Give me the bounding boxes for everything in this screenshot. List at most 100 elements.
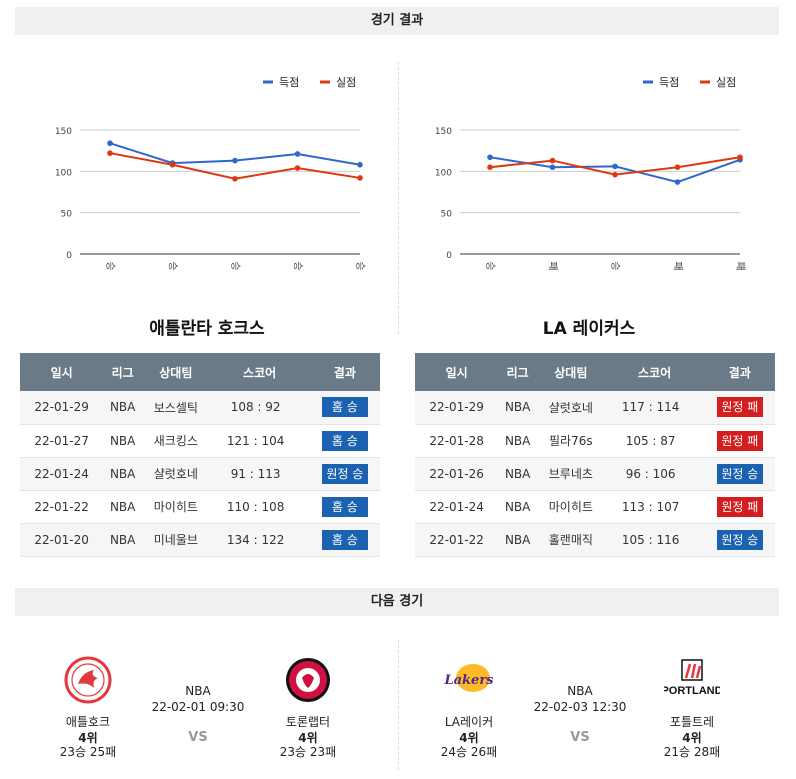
data-point (357, 161, 363, 168)
column-header: 결과 (309, 353, 380, 391)
hawks-logo-icon (64, 656, 112, 704)
next1-away-record: 23승 23패 (279, 745, 337, 759)
results-section-header: 경기 결과 (15, 7, 779, 35)
x-tick-label: 패 (672, 261, 684, 270)
data-point (487, 154, 493, 161)
next1-home-rank: 4위 (78, 731, 98, 745)
next2-league: NBA (567, 684, 593, 698)
column-header: 상대팀 (142, 353, 210, 391)
data-point (107, 140, 113, 147)
opponent-cell: 홀랜매직 (537, 523, 605, 557)
opponent-cell: 샬럿호네 (142, 457, 210, 491)
table-header-row: 일시 리그 상대팀 스코어 결과 (415, 353, 775, 391)
table-row: 22-01-22 NBA 마이히트 110 : 108 홈 승 (20, 490, 380, 524)
hawks-team-title: 애틀란타 호크스 (149, 319, 265, 339)
column-header: 결과 (704, 353, 775, 391)
date-cell: 22-01-29 (20, 391, 104, 425)
next2-home-name: LA레이커 (444, 715, 494, 729)
result-badge: 원정 패 (716, 397, 763, 418)
data-point (674, 179, 681, 185)
x-tick-label: 승 (292, 261, 304, 270)
data-point (232, 175, 238, 182)
x-tick-label: 승 (229, 261, 241, 270)
next1-vs: VS (188, 730, 208, 745)
table-row: 22-01-26 NBA 브루네츠 96 : 106 원정 승 (415, 457, 775, 491)
legend-label: 득점 (659, 76, 679, 89)
result-badge: 원정 승 (716, 529, 763, 550)
next1-home-record: 23승 25패 (59, 745, 117, 759)
league-cell: NBA (498, 391, 538, 425)
hawks-score-chart: 득점 실점 0 50 100 150 승 승 승 승 승 (55, 76, 366, 271)
data-point (549, 164, 556, 170)
y-tick-label: 100 (435, 168, 452, 178)
table-row: 22-01-28 NBA 필라76s 105 : 87 원정 패 (415, 424, 775, 458)
y-tick-label: 0 (446, 251, 452, 261)
column-header: 리그 (103, 353, 143, 391)
x-tick-label: 패 (547, 261, 559, 270)
table-row: 22-01-24 NBA 마이히트 113 : 107 원정 패 (415, 490, 775, 524)
lakers-logo-icon: Lakers (443, 664, 494, 692)
result-cell: 원정 패 (704, 424, 775, 458)
opponent-cell: 새크킹스 (142, 424, 210, 458)
result-cell: 홈 승 (309, 424, 380, 458)
series-line (109, 152, 361, 180)
result-badge: 홈 승 (321, 430, 368, 451)
date-cell: 22-01-22 (20, 490, 104, 524)
league-cell: NBA (498, 490, 538, 524)
lakers-logo-text: Lakers (443, 673, 494, 688)
next2-away-rank: 4위 (682, 731, 702, 745)
y-tick-label: 50 (61, 210, 73, 220)
data-point (107, 150, 113, 156)
table-row: 22-01-29 NBA 샬럿호네 117 : 114 원정 패 (415, 391, 775, 425)
result-cell: 원정 패 (704, 391, 775, 425)
result-cell: 원정 승 (704, 457, 775, 491)
league-cell: NBA (498, 457, 538, 491)
column-header: 일시 (415, 353, 499, 391)
score-cell: 96 : 106 (604, 457, 705, 491)
score-cell: 108 : 92 (209, 391, 310, 425)
x-tick-label: 패 (734, 261, 746, 270)
date-cell: 22-01-26 (415, 457, 499, 491)
result-badge: 홈 승 (321, 496, 368, 517)
next1-home-name: 애틀호크 (65, 715, 111, 729)
blazers-logo-text: PORTLAND (664, 685, 720, 697)
result-badge: 원정 패 (716, 430, 763, 451)
next2-away-name: 포틀트레 (669, 715, 715, 729)
x-tick-label: 승 (484, 261, 496, 270)
x-tick-label: 승 (609, 261, 621, 270)
date-cell: 22-01-27 (20, 424, 104, 458)
opponent-cell: 필라76s (537, 424, 605, 458)
y-tick-label: 150 (435, 127, 452, 137)
data-point (487, 164, 493, 170)
result-badge: 원정 승 (321, 463, 368, 484)
data-point (294, 165, 301, 171)
date-cell: 22-01-29 (415, 391, 499, 425)
next1-league: NBA (185, 684, 211, 698)
score-cell: 110 : 108 (209, 490, 310, 524)
chart-legend: 득점 실점 (643, 76, 736, 89)
score-cell: 113 : 107 (604, 490, 705, 524)
data-point (232, 157, 238, 164)
data-point (294, 151, 301, 157)
hawks-results-table: 일시 리그 상대팀 스코어 결과 22-01-29 NBA 보스셀틱 108 : 92 홈 승 22… (20, 353, 380, 557)
next1-away-rank: 4위 (298, 731, 318, 745)
lakers-team-title: LA 레이커스 (542, 319, 636, 339)
result-badge: 홈 승 (321, 397, 368, 418)
result-cell: 원정 승 (309, 457, 380, 491)
table-header-row: 일시 리그 상대팀 스코어 결과 (20, 353, 380, 391)
date-cell: 22-01-22 (415, 523, 499, 557)
column-header: 리그 (498, 353, 538, 391)
lakers-results-table: 일시 리그 상대팀 스코어 결과 22-01-29 NBA 샬럿호네 117 : 114 원정 패… (415, 353, 775, 557)
opponent-cell: 마이히트 (537, 490, 605, 524)
table-row: 22-01-20 NBA 미네울브 134 : 122 홈 승 (20, 523, 380, 557)
y-tick-label: 150 (55, 127, 72, 137)
opponent-cell: 샬럿호네 (537, 391, 605, 425)
data-point (357, 175, 363, 181)
score-cell: 105 : 87 (604, 424, 705, 458)
data-point (737, 154, 743, 161)
date-cell: 22-01-20 (20, 523, 104, 557)
lakers-score-chart: 득점 실점 0 50 100 150 승 패 승 패 패 (435, 76, 746, 271)
result-badge: 홈 승 (321, 529, 368, 550)
x-tick-label: 승 (354, 261, 366, 270)
score-cell: 91 : 113 (209, 457, 310, 491)
